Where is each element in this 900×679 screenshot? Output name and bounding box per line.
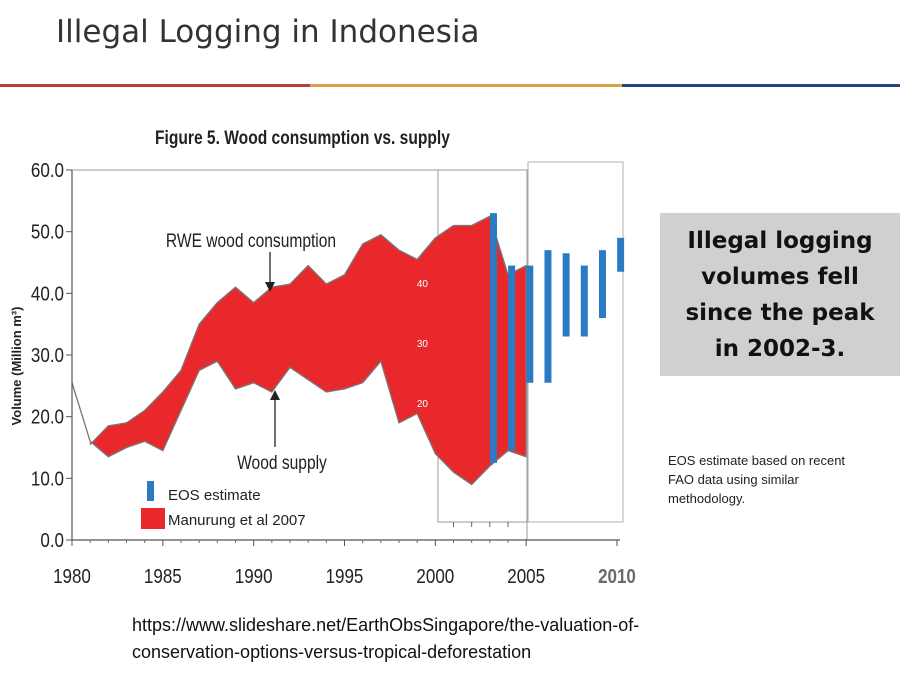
eos-bar	[526, 265, 534, 383]
y-tick-label: 0.0	[40, 529, 64, 552]
eos-frame	[527, 161, 624, 523]
eos-note: EOS estimate based on recent FAO data us…	[668, 453, 846, 506]
annotation-supply: Wood supply	[237, 452, 327, 474]
legend-label-eos: EOS estimate	[168, 487, 261, 504]
inset-tick-label: 30	[417, 339, 429, 350]
callout-box: Illegal logging volumes fell since the p…	[660, 213, 900, 376]
inset-tick-label: 20	[417, 399, 429, 410]
eos-bar	[617, 237, 625, 272]
x-tick-label: 2010	[598, 565, 636, 588]
y-tick-label: 20.0	[31, 405, 64, 428]
callout-line: volumes fell	[701, 263, 859, 290]
eos-bar	[598, 250, 606, 318]
header-rule-gold	[310, 84, 622, 87]
annotation-arrowhead	[265, 282, 275, 292]
source-line: conservation-options-versus-tropical-def…	[132, 642, 532, 662]
callout-line: Illegal logging	[687, 227, 873, 254]
y-tick-label: 10.0	[31, 467, 64, 490]
annotation-consumption: RWE wood consumption	[166, 230, 336, 252]
y-tick-label: 30.0	[31, 344, 64, 367]
y-tick-label: 40.0	[31, 282, 64, 305]
eos-bar	[544, 250, 552, 383]
y-tick-label: 50.0	[31, 220, 64, 243]
y-axis-title: Volume (Million m³)	[9, 307, 24, 426]
legend-swatch-manurung	[141, 508, 165, 529]
gap-area	[89, 215, 527, 486]
header-rule-red	[0, 84, 310, 87]
eos-bar	[562, 253, 570, 337]
source-link[interactable]: https://www.slideshare.net/EarthObsSinga…	[132, 612, 639, 666]
eos-bar	[580, 265, 588, 337]
eos-bar	[489, 213, 497, 463]
x-tick-label: 1985	[144, 565, 182, 588]
wood-chart: 1980 1985 1990 1995 2000 2005 2010 0.0 10.0 20.0 3…	[9, 159, 636, 588]
inset-tick-label: 40	[417, 279, 429, 290]
header-rule-blue	[622, 84, 900, 87]
supply-line	[71, 359, 527, 486]
x-tick-label: 1995	[326, 565, 364, 588]
source-line: https://www.slideshare.net/EarthObsSinga…	[132, 615, 640, 635]
annotation-arrowhead	[270, 390, 280, 400]
consumption-line	[89, 215, 527, 445]
x-tick-label: 2005	[507, 565, 545, 588]
x-tick-label: 1990	[235, 565, 273, 588]
legend-swatch-eos	[147, 481, 154, 501]
eos-bar	[508, 265, 516, 451]
y-tick-label: 60.0	[31, 159, 64, 182]
x-tick-label: 2000	[416, 565, 454, 588]
callout-line: since the peak	[685, 299, 875, 326]
chart-title: Figure 5. Wood consumption vs. supply	[155, 128, 450, 149]
x-tick-label: 1980	[53, 565, 91, 588]
callout-line: in 2002-3.	[714, 335, 846, 362]
slide-title: Illegal Logging in Indonesia	[56, 14, 480, 50]
legend-label-manurung: Manurung et al 2007	[168, 512, 306, 529]
